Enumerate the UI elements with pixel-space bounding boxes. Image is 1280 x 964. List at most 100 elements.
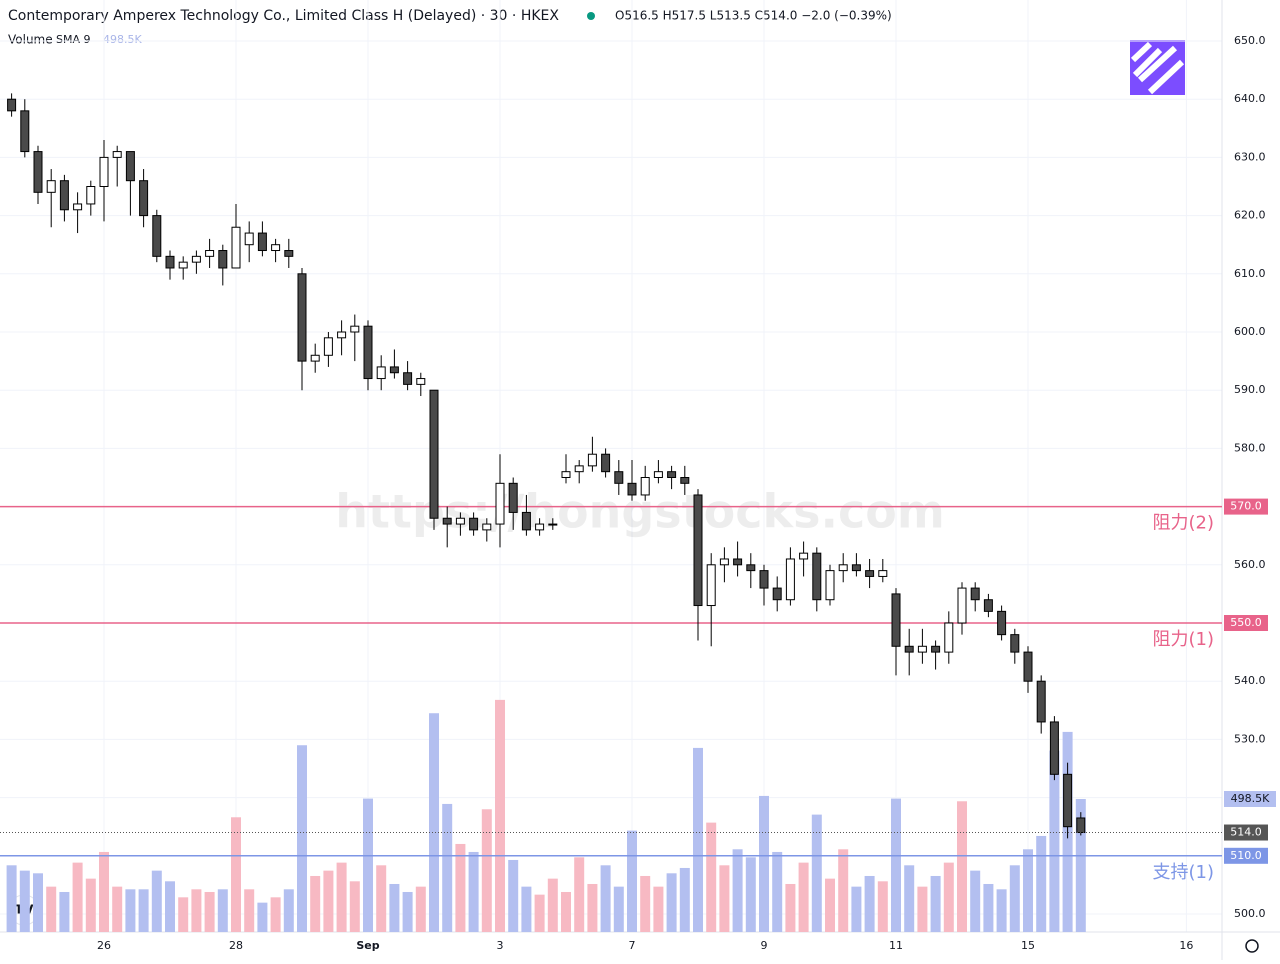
- volume-bar: [468, 851, 479, 932]
- candle-body: [86, 186, 96, 205]
- volume-bar: [1049, 750, 1060, 932]
- y-tick-label: 630.0: [1234, 150, 1266, 163]
- logo: [1130, 40, 1185, 95]
- volume-bar: [415, 886, 426, 932]
- volume-bar: [363, 798, 373, 932]
- volume-name: Volume: [8, 33, 53, 47]
- candle-body: [680, 477, 690, 484]
- volume-sma: SMA 9: [56, 33, 91, 46]
- volume-bar: [693, 747, 703, 932]
- volume-bar: [547, 878, 558, 932]
- candle-body: [33, 151, 43, 193]
- candle-body: [1063, 773, 1073, 828]
- volume-bar: [917, 886, 928, 932]
- volume-bar: [165, 881, 175, 932]
- candle-body: [693, 494, 703, 607]
- settings-icon[interactable]: [1245, 939, 1259, 953]
- volume-bar: [1023, 849, 1033, 932]
- volume-bar: [191, 889, 202, 932]
- level-tag: [1224, 615, 1268, 631]
- volume-bar: [627, 830, 637, 932]
- candle-body: [310, 354, 320, 362]
- volume-bar: [508, 859, 519, 932]
- candle-body: [733, 558, 743, 566]
- candle-body: [653, 471, 663, 478]
- candle-body: [73, 203, 83, 211]
- candle-body: [376, 366, 386, 380]
- candle-body: [706, 564, 716, 607]
- candle-body: [970, 587, 980, 601]
- volume-bar: [46, 886, 57, 932]
- level-tag: [1224, 498, 1268, 515]
- y-tick-label: 610.0: [1234, 267, 1266, 280]
- candle-body: [601, 453, 611, 473]
- volume-bar: [323, 870, 334, 932]
- volume-bar: [877, 881, 888, 932]
- volume-bar: [429, 713, 439, 932]
- y-tick-label: 600.0: [1234, 325, 1266, 338]
- candle-body: [46, 180, 56, 193]
- y-tick-label: 580.0: [1234, 441, 1266, 454]
- volume-bar: [957, 801, 967, 932]
- candle-body: [191, 255, 201, 263]
- volume-bar: [257, 902, 268, 932]
- y-tick-label: 620.0: [1234, 209, 1266, 222]
- candle-body: [350, 325, 360, 333]
- candle-body: [917, 645, 927, 653]
- level-annotation: 支持(1): [1153, 862, 1215, 883]
- candle-body: [891, 593, 901, 647]
- volume-bar: [99, 851, 109, 932]
- candle-body: [495, 482, 505, 525]
- candle-body: [99, 156, 109, 187]
- candle-body: [218, 250, 228, 269]
- volume-bar: [745, 857, 756, 932]
- volume-bar: [204, 891, 215, 932]
- ohlc: O516.5 H517.5 L513.5 C514.0 −2.0 (−0.39%…: [615, 9, 892, 23]
- candle-body: [323, 337, 333, 356]
- volume-bar: [310, 875, 321, 932]
- candle-body: [574, 465, 584, 473]
- x-tick-label: 28: [229, 939, 243, 952]
- candle-body: [548, 523, 558, 526]
- volume-bar: [943, 862, 954, 932]
- candle-body: [627, 482, 637, 496]
- volume-bar: [389, 883, 400, 932]
- candle-body: [614, 471, 624, 484]
- candle-body: [825, 570, 835, 601]
- candle-body: [521, 511, 531, 531]
- volume-bar: [970, 870, 981, 932]
- candle-body: [1036, 680, 1046, 723]
- volume-bar: [891, 798, 901, 932]
- candle-body: [1023, 651, 1033, 682]
- candle-body: [640, 477, 650, 496]
- volume-bar: [759, 795, 769, 932]
- candle-body: [1076, 817, 1086, 834]
- volume-bar: [19, 870, 30, 932]
- candle-body: [429, 389, 439, 519]
- volume-bar: [851, 886, 862, 932]
- volume-bar: [574, 857, 585, 932]
- candle-body: [799, 552, 809, 560]
- volume-bar: [376, 865, 387, 932]
- y-tick-label: 560.0: [1234, 558, 1266, 571]
- volume-bar: [33, 873, 43, 932]
- level-tag-label: 550.0: [1230, 616, 1262, 629]
- volume-bar: [1036, 835, 1047, 932]
- candle-body: [337, 331, 347, 339]
- volume-bar: [811, 814, 822, 932]
- candle-body: [482, 523, 492, 531]
- x-tick-label: 16: [1179, 939, 1193, 952]
- volume-bar: [481, 809, 492, 932]
- volume-bar: [59, 891, 70, 932]
- candle-body: [125, 151, 135, 182]
- candle-body: [178, 261, 188, 269]
- candle-body: [165, 255, 175, 269]
- volume-bar: [666, 873, 677, 932]
- volume-bar: [838, 849, 849, 932]
- candle-body: [442, 517, 452, 525]
- candle-body: [944, 622, 954, 653]
- candle-body: [469, 517, 479, 531]
- volume-bar: [587, 883, 598, 932]
- candle-body: [759, 570, 769, 589]
